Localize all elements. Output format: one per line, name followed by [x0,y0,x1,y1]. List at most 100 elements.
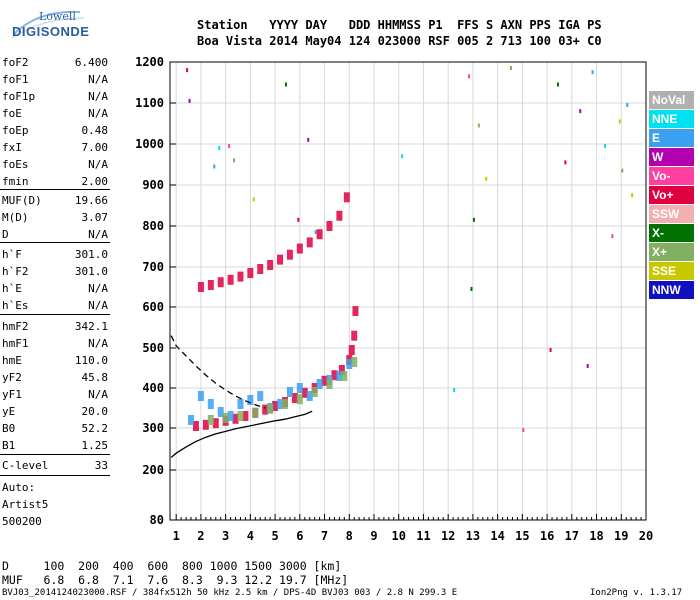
echo-point [306,391,313,401]
param-row: foF1 N/A [2,73,108,90]
param-row: M(D) 3.07 [2,211,108,228]
echo-point [631,193,634,198]
legend-item-noval: NoVal [649,91,694,109]
echo-point [192,421,199,431]
x-tick-label: 11 [416,529,430,543]
param-key: foEs [2,158,29,171]
x-tick-label: 4 [247,529,254,543]
echo-point [232,413,239,424]
param-key: fxI [2,141,22,154]
echo-point [197,282,204,292]
param-row: fmin 2.00 [2,175,108,192]
param-row: D N/A [2,228,108,245]
y-tick-label: 200 [142,463,164,477]
param-value: 3.07 [81,211,109,224]
param-key: foF2 [2,56,29,69]
param-divider [0,242,110,243]
param-key: D [2,228,9,241]
legend-item-vo-plus: Vo+ [649,186,694,204]
param-value: 342.1 [74,320,108,333]
echo-point [311,387,318,397]
legend-item-ssw: SSW [649,205,694,223]
echo-point [247,268,254,278]
echo-point [222,413,229,423]
param-row: h`F 301.0 [2,248,108,265]
footer-file-info: BVJ03_2014124023000.RSF / 384fx512h 50 k… [2,588,458,598]
echo-point [202,419,209,430]
x-tick-label: 9 [370,529,377,543]
param-key: foE [2,107,22,120]
x-tick-label: 10 [392,529,406,543]
echo-point [467,74,470,79]
y-tick-label: 1100 [135,96,164,110]
echo-point [272,401,279,411]
param-row: MUF(D) 19.66 [2,194,108,211]
legend-item-w: W [649,148,694,166]
param-row: foF2 6.400 [2,56,108,73]
echo-point [301,387,308,398]
param-value: 301.0 [74,248,108,261]
logo-swoosh-icon [11,10,85,39]
param-row: hmE 110.0 [2,354,108,371]
echo-point [510,66,512,71]
param-value: 33 [94,459,108,472]
muf-table-distance-row: D 100 200 400 600 800 1000 1500 3000 [km… [2,559,342,573]
auto-label: Auto: [2,481,36,494]
profile-line [170,335,266,409]
echo-point [188,98,191,103]
param-row: foEs N/A [2,158,108,175]
y-tick-label: 600 [142,300,164,314]
param-value: 19.66 [74,194,108,207]
echo-point [207,415,214,425]
auto-artist: Artist5 [2,498,49,511]
echo-point [549,348,552,352]
param-row: yE 20.0 [2,405,108,422]
param-key: hmE [2,354,22,367]
echo-point [621,168,624,173]
param-row: h`Es N/A [2,299,108,316]
echo-point [351,357,358,367]
x-tick-label: 20 [639,529,653,543]
param-row: yF2 45.8 [2,371,108,388]
param-row: h`F2 301.0 [2,265,108,282]
echo-point [338,365,345,375]
echo-point [346,359,353,369]
echo-point [351,330,358,341]
echo-point [277,254,284,265]
echo-point [291,393,298,403]
echo-point [207,280,214,290]
echo-point [326,221,333,231]
logo: Lowell DIGISONDE [8,4,90,44]
echo-point [252,197,255,202]
echo-point [286,387,293,397]
param-value: 301.0 [74,265,108,278]
param-key: M(D) [2,211,29,224]
x-tick-label: 8 [346,529,353,543]
param-key: yE [2,405,16,418]
echo-point [321,375,328,386]
x-tick-label: 17 [565,529,579,543]
param-key: foF1 [2,73,29,86]
echo-point [316,379,323,389]
logo-line2: DIGISONDE [12,24,90,39]
param-key: B0 [2,422,16,435]
echo-point [252,407,259,418]
echo-point [267,403,274,414]
param-value: 45.8 [81,371,109,384]
echo-point [307,137,310,142]
echo-point [316,229,323,240]
echo-point [262,404,269,415]
param-value: 0.48 [81,124,109,137]
logo-line1: Lowell [39,10,76,23]
param-value: N/A [88,299,108,312]
param-value: 1.25 [81,439,109,452]
param-key: yF2 [2,371,22,384]
echo-point [352,306,359,317]
profile-line [170,410,313,458]
param-key: h`F [2,248,22,261]
param-row: foEp 0.48 [2,124,108,141]
x-tick-label: 15 [515,529,529,543]
param-row: yF1 N/A [2,388,108,405]
echo-point [556,82,559,87]
